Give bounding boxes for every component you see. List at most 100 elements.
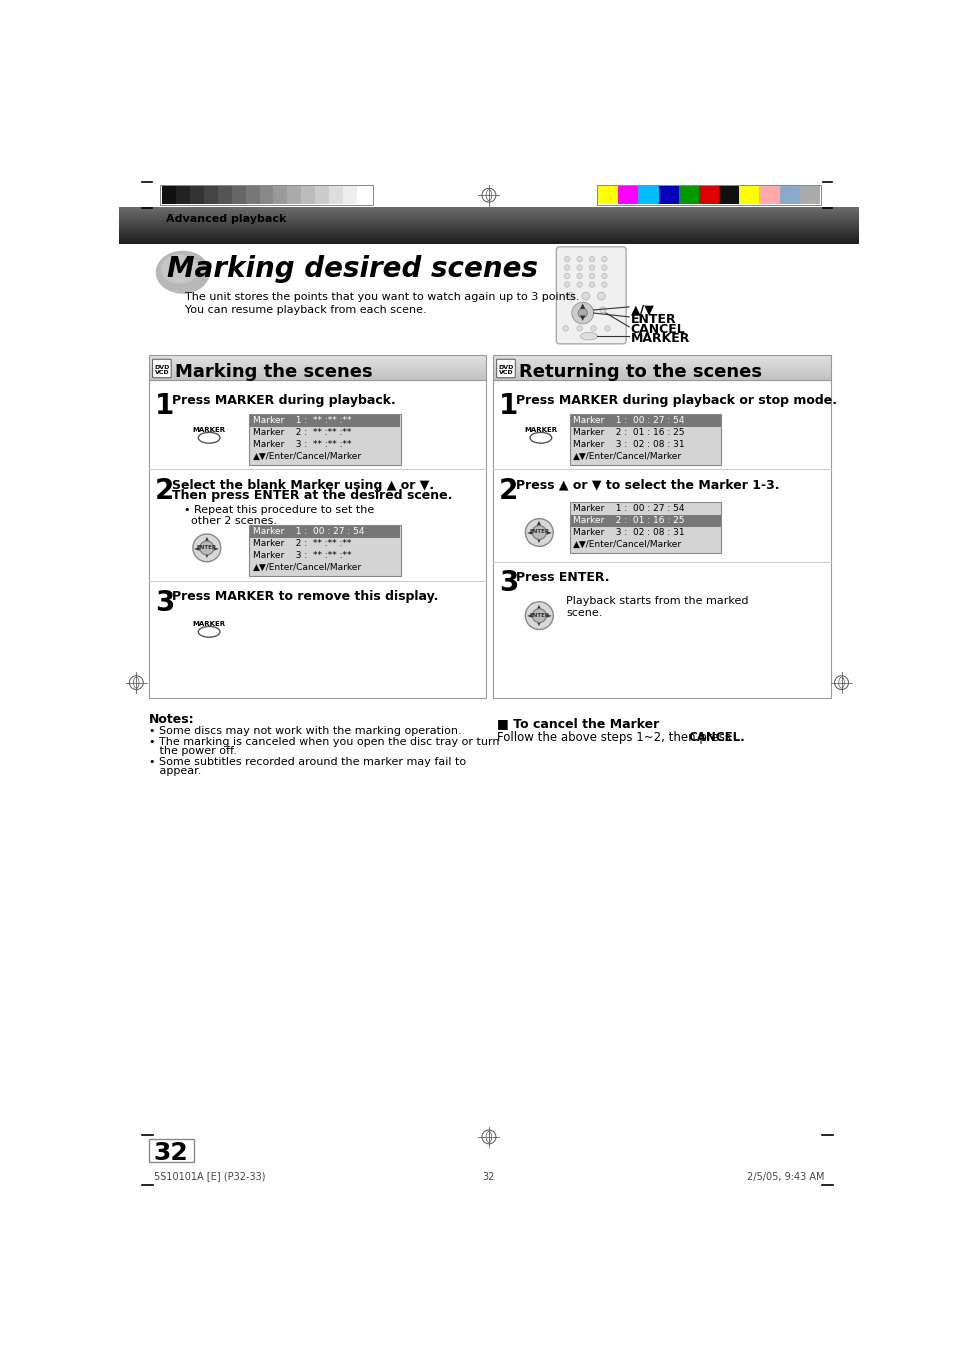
Text: Press MARKER during playback.: Press MARKER during playback. bbox=[172, 394, 395, 407]
Text: MARKER: MARKER bbox=[630, 332, 689, 346]
Bar bbox=[658, 186, 679, 204]
Text: MARKER: MARKER bbox=[524, 427, 557, 434]
Bar bbox=[274, 186, 287, 204]
Bar bbox=[315, 186, 329, 204]
Text: Advanced playback: Advanced playback bbox=[166, 215, 286, 224]
Bar bbox=[175, 186, 190, 204]
Text: VCD: VCD bbox=[154, 370, 169, 376]
Circle shape bbox=[577, 273, 581, 278]
Text: ►: ► bbox=[545, 527, 551, 536]
Bar bbox=[249, 413, 400, 465]
Bar bbox=[249, 524, 400, 576]
Circle shape bbox=[589, 273, 594, 278]
Bar bbox=[699, 186, 719, 204]
Bar bbox=[596, 185, 821, 205]
FancyBboxPatch shape bbox=[497, 359, 515, 378]
Text: ■ To cancel the Marker: ■ To cancel the Marker bbox=[497, 717, 659, 731]
Bar bbox=[493, 380, 830, 698]
Bar bbox=[679, 186, 699, 204]
Circle shape bbox=[578, 308, 587, 317]
Bar bbox=[160, 185, 373, 205]
Bar bbox=[204, 186, 217, 204]
Bar bbox=[571, 515, 720, 527]
Text: 32: 32 bbox=[482, 1171, 495, 1182]
Text: MARKER: MARKER bbox=[193, 427, 226, 434]
Circle shape bbox=[564, 273, 569, 278]
Circle shape bbox=[577, 326, 581, 331]
Text: 3: 3 bbox=[498, 570, 517, 597]
Text: ▼: ▼ bbox=[204, 550, 210, 559]
Bar bbox=[250, 527, 399, 538]
Circle shape bbox=[601, 265, 606, 270]
Text: Marker    2 :  01 : 16 : 25: Marker 2 : 01 : 16 : 25 bbox=[573, 516, 684, 526]
Bar bbox=[162, 186, 175, 204]
Bar bbox=[259, 186, 274, 204]
Bar bbox=[638, 186, 658, 204]
Circle shape bbox=[589, 257, 594, 262]
Text: 1: 1 bbox=[498, 392, 517, 420]
Bar bbox=[329, 186, 343, 204]
Text: • Repeat this procedure to set the
  other 2 scenes.: • Repeat this procedure to set the other… bbox=[183, 505, 374, 527]
Text: 3: 3 bbox=[154, 589, 174, 616]
Text: CANCEL: CANCEL bbox=[630, 323, 685, 336]
Ellipse shape bbox=[198, 627, 220, 638]
Bar bbox=[149, 1139, 193, 1162]
Text: 5S10101A [E] (P32-33): 5S10101A [E] (P32-33) bbox=[154, 1171, 265, 1182]
Bar bbox=[250, 416, 399, 427]
Text: Press MARKER during playback or stop mode.: Press MARKER during playback or stop mod… bbox=[516, 394, 836, 407]
Bar bbox=[356, 186, 371, 204]
Bar bbox=[301, 186, 315, 204]
Bar bbox=[570, 413, 720, 465]
Bar bbox=[245, 186, 259, 204]
Bar bbox=[759, 186, 779, 204]
Text: ▲: ▲ bbox=[204, 535, 210, 544]
Circle shape bbox=[590, 326, 596, 331]
Ellipse shape bbox=[161, 254, 198, 284]
Text: • The marking is canceled when you open the disc tray or turn: • The marking is canceled when you open … bbox=[149, 736, 498, 747]
Text: DVD: DVD bbox=[154, 365, 170, 370]
Bar bbox=[232, 186, 245, 204]
Text: appear.: appear. bbox=[149, 766, 201, 775]
Bar bbox=[719, 186, 739, 204]
Text: ENTER: ENTER bbox=[529, 612, 549, 617]
Text: CANCEL.: CANCEL. bbox=[688, 731, 745, 744]
Circle shape bbox=[601, 282, 606, 288]
Circle shape bbox=[199, 540, 213, 555]
Text: 1: 1 bbox=[154, 392, 174, 420]
Bar bbox=[598, 186, 618, 204]
Bar bbox=[287, 186, 301, 204]
Text: 2: 2 bbox=[498, 477, 517, 505]
Text: 2: 2 bbox=[154, 477, 174, 505]
Text: Marker    1 :  00 : 27 : 54: Marker 1 : 00 : 27 : 54 bbox=[573, 504, 684, 513]
Circle shape bbox=[564, 257, 569, 262]
Text: Marker    2 :  01 : 16 : 25: Marker 2 : 01 : 16 : 25 bbox=[573, 428, 684, 438]
Circle shape bbox=[577, 282, 581, 288]
Text: Notes:: Notes: bbox=[149, 713, 194, 727]
Circle shape bbox=[589, 282, 594, 288]
Text: Marking the scenes: Marking the scenes bbox=[174, 363, 373, 381]
Text: ▼: ▼ bbox=[579, 316, 585, 322]
Text: 32: 32 bbox=[153, 1140, 189, 1165]
Bar bbox=[799, 186, 819, 204]
Bar bbox=[618, 186, 638, 204]
Bar bbox=[779, 186, 799, 204]
Text: ▲▼/Enter/Cancel/Marker: ▲▼/Enter/Cancel/Marker bbox=[573, 453, 681, 461]
Text: ▲▼/Enter/Cancel/Marker: ▲▼/Enter/Cancel/Marker bbox=[253, 453, 361, 461]
Text: ▲▼/Enter/Cancel/Marker: ▲▼/Enter/Cancel/Marker bbox=[573, 540, 681, 549]
Text: • Some subtitles recorded around the marker may fail to: • Some subtitles recorded around the mar… bbox=[149, 757, 465, 766]
Text: Follow the above steps 1~2, then press: Follow the above steps 1~2, then press bbox=[497, 731, 734, 744]
Text: VCD: VCD bbox=[498, 370, 513, 376]
Text: ▲: ▲ bbox=[536, 603, 541, 612]
Text: Marker    2 :  ** :** :**: Marker 2 : ** :** :** bbox=[253, 539, 351, 549]
Text: Marker    3 :  ** :** :**: Marker 3 : ** :** :** bbox=[253, 440, 351, 449]
Text: • Some discs may not work with the marking operation.: • Some discs may not work with the marki… bbox=[149, 725, 461, 736]
Bar bbox=[493, 355, 830, 380]
Circle shape bbox=[577, 265, 581, 270]
Circle shape bbox=[532, 526, 546, 539]
Text: ▼: ▼ bbox=[536, 619, 541, 627]
Text: ▲: ▲ bbox=[536, 519, 541, 528]
Ellipse shape bbox=[198, 432, 220, 443]
Ellipse shape bbox=[579, 332, 597, 340]
Text: You can resume playback from each scene.: You can resume playback from each scene. bbox=[185, 304, 426, 315]
Text: ENTER: ENTER bbox=[196, 544, 216, 550]
